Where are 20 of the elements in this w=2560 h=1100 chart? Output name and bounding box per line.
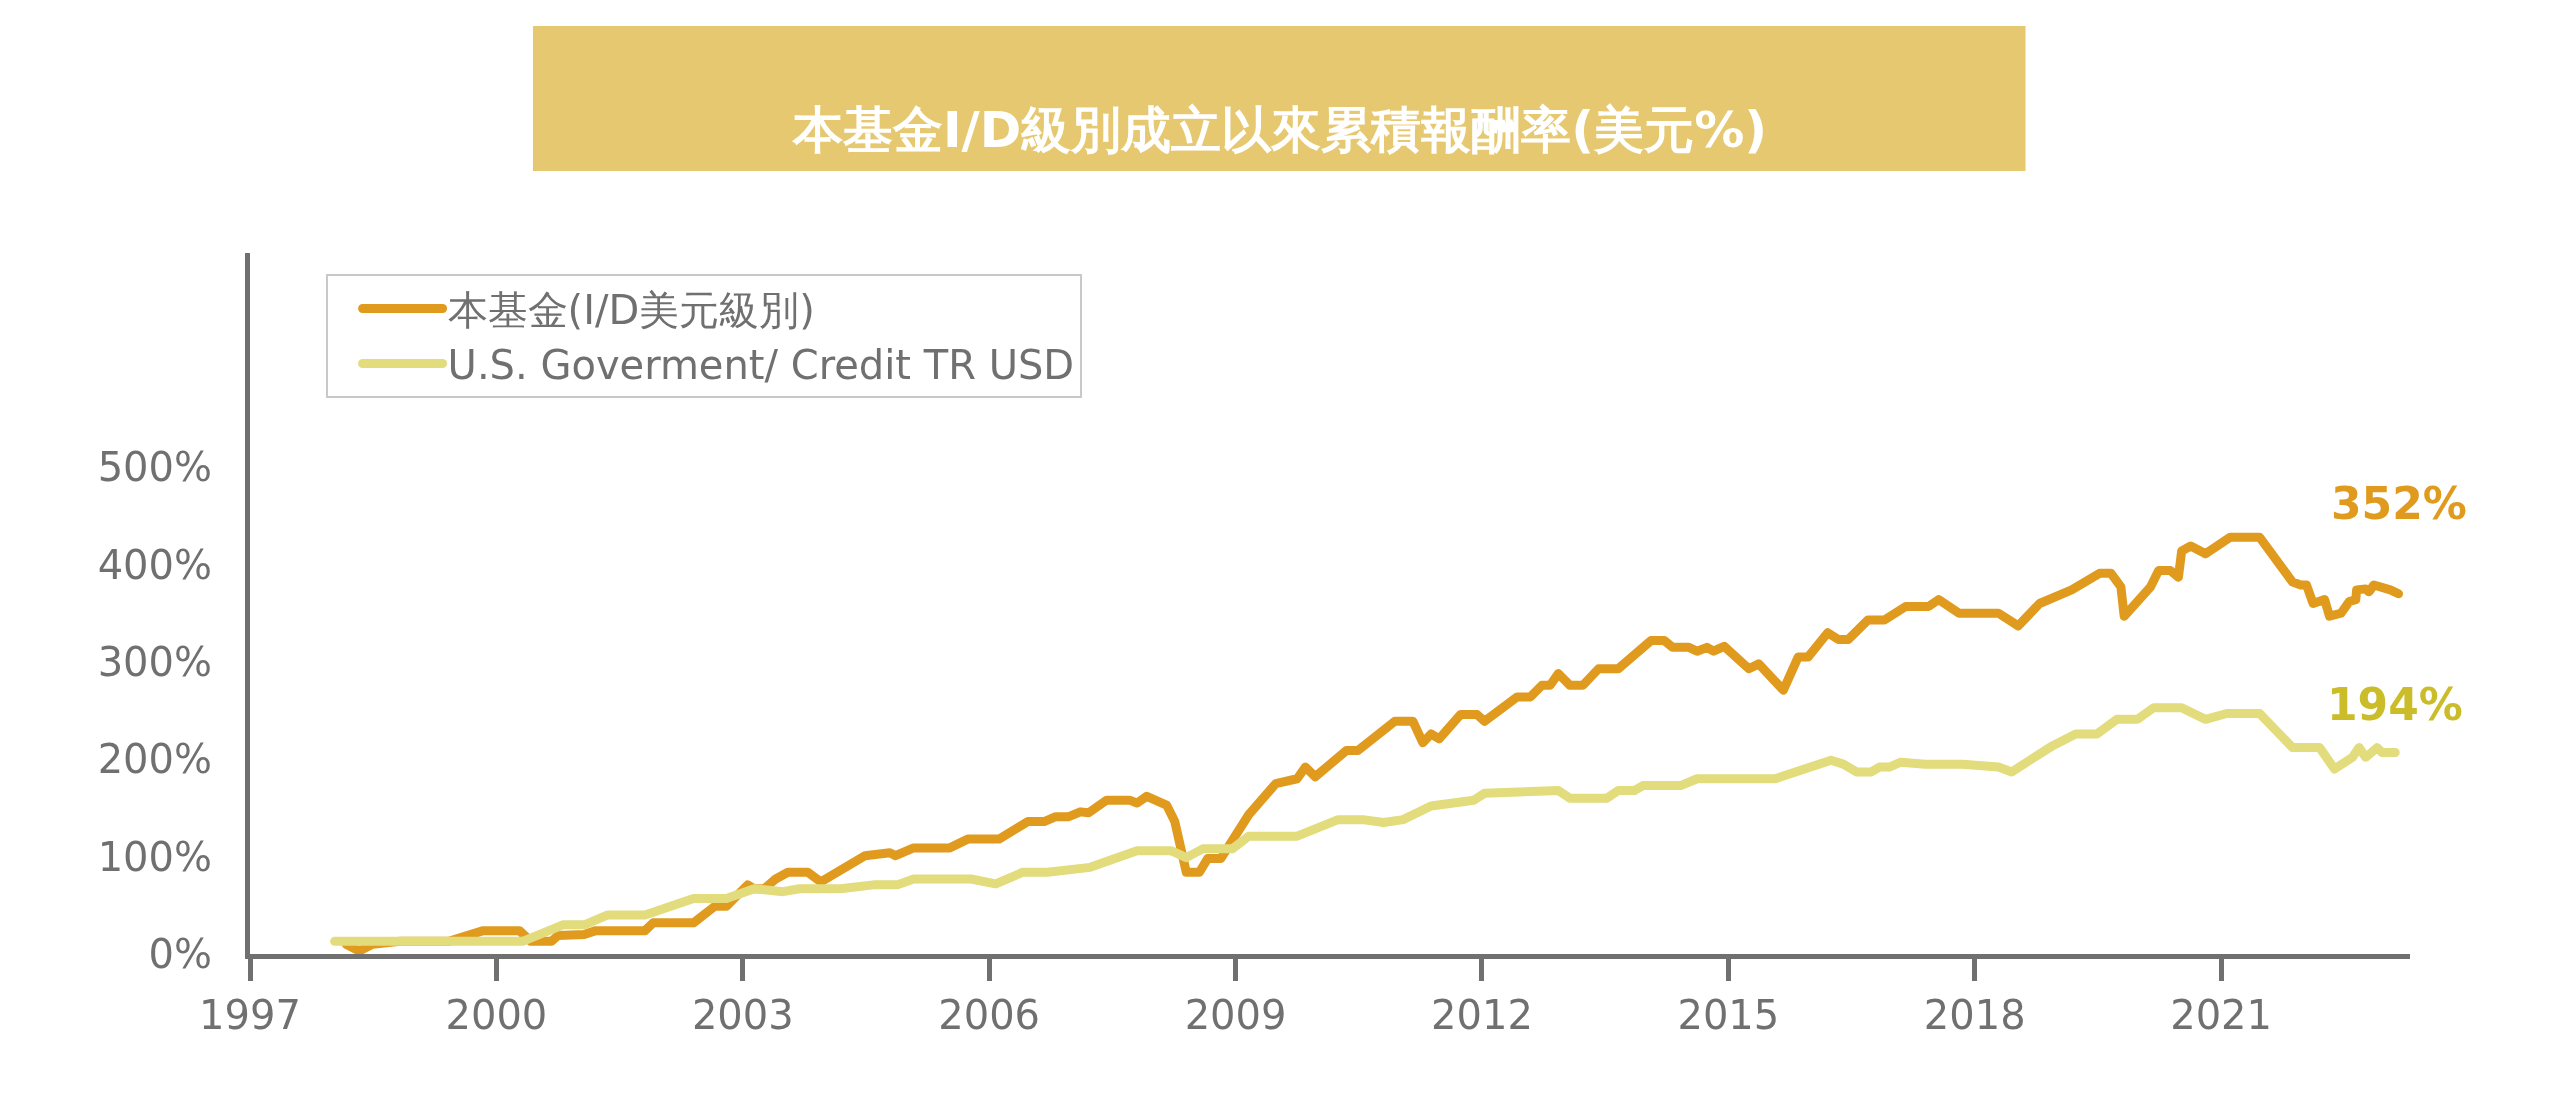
x-tick-label: 2009 <box>1184 992 1287 1038</box>
y-tick-label: 400% <box>97 541 212 588</box>
x-tick-label: 2015 <box>1677 992 1780 1038</box>
y-tick-label: 300% <box>97 638 212 685</box>
legend-label: U.S. Goverment/ Credit TR USD <box>447 342 1075 389</box>
y-tick-label: 500% <box>97 444 212 491</box>
x-tick-label: 2003 <box>691 992 794 1038</box>
chart-title: 本基金I/D級別成立以來累積報酬率(美元%) <box>791 101 1768 159</box>
legend-label: 本基金(I/D美元級別) <box>447 287 815 334</box>
annotation: 194% <box>2327 679 2463 730</box>
x-tick-label: 2021 <box>2170 992 2272 1038</box>
y-tick-label: 0% <box>148 931 212 977</box>
annotation: 352% <box>2331 478 2467 529</box>
y-tick-label: 200% <box>97 736 212 783</box>
x-tick-label: 2000 <box>445 992 548 1038</box>
x-tick-label: 2018 <box>1923 992 2026 1038</box>
x-tick-label: 1997 <box>199 992 301 1038</box>
x-tick-label: 2006 <box>938 992 1041 1038</box>
x-tick-label: 2012 <box>1431 992 1533 1038</box>
y-tick-label: 100% <box>97 833 212 880</box>
